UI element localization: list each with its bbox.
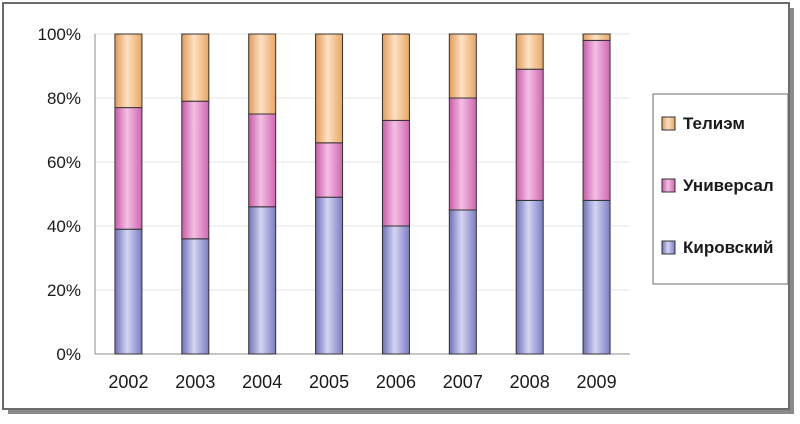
bar-segment (448, 209, 477, 355)
x-tick-label: 2003 (175, 372, 215, 392)
y-tick-label: 20% (47, 281, 81, 300)
bar-segment (248, 206, 277, 355)
x-tick-label: 2009 (577, 372, 617, 392)
y-tick-label: 0% (56, 345, 81, 364)
legend-swatch (661, 240, 676, 255)
x-tick-label: 2004 (242, 372, 282, 392)
bar-segment (582, 39, 611, 201)
legend-label: Телиэм (683, 114, 745, 133)
bar-segment (248, 113, 277, 208)
bar-segment (248, 33, 277, 115)
bar-segment (448, 97, 477, 211)
x-tick-label: 2007 (443, 372, 483, 392)
legend-swatch (661, 116, 676, 131)
y-tick-label: 60% (47, 153, 81, 172)
y-tick-labels: 0% 20% 40% 60% 80% 100% (38, 25, 81, 364)
x-tick-label: 2008 (510, 372, 550, 392)
y-tick-label: 100% (38, 25, 81, 44)
legend: Телиэм Универсал Кировский (652, 93, 789, 285)
bar-segment (315, 196, 344, 355)
bar-segment (181, 238, 210, 355)
x-tick-label: 2006 (376, 372, 416, 392)
legend-label: Кировский (683, 238, 774, 257)
legend-swatch (661, 178, 676, 193)
legend-label: Универсал (683, 176, 774, 195)
bar-segment (515, 33, 544, 70)
bar-segment (448, 33, 477, 99)
bar-segment (181, 33, 210, 102)
x-tick-label: 2005 (309, 372, 349, 392)
bar-segment (114, 107, 143, 230)
bar-segment (114, 228, 143, 355)
bar-segment (381, 33, 410, 121)
bar-segment (181, 100, 210, 240)
bar-segment (114, 33, 143, 109)
bars (114, 33, 611, 355)
bar-segment (315, 33, 344, 144)
bar-segment (381, 119, 410, 227)
x-tick-label: 2002 (108, 372, 148, 392)
bar-segment (582, 33, 611, 41)
y-tick-label: 40% (47, 217, 81, 236)
bar-segment (515, 68, 544, 201)
bar-segment (381, 225, 410, 355)
bar-segment (315, 142, 344, 198)
bar-segment (515, 199, 544, 355)
legend-items: Телиэм Универсал Кировский (661, 114, 774, 257)
x-tick-labels: 2002 2003 2004 2005 2006 2007 2008 2009 (108, 372, 616, 392)
y-tick-label: 80% (47, 89, 81, 108)
bar-segment (582, 199, 611, 355)
